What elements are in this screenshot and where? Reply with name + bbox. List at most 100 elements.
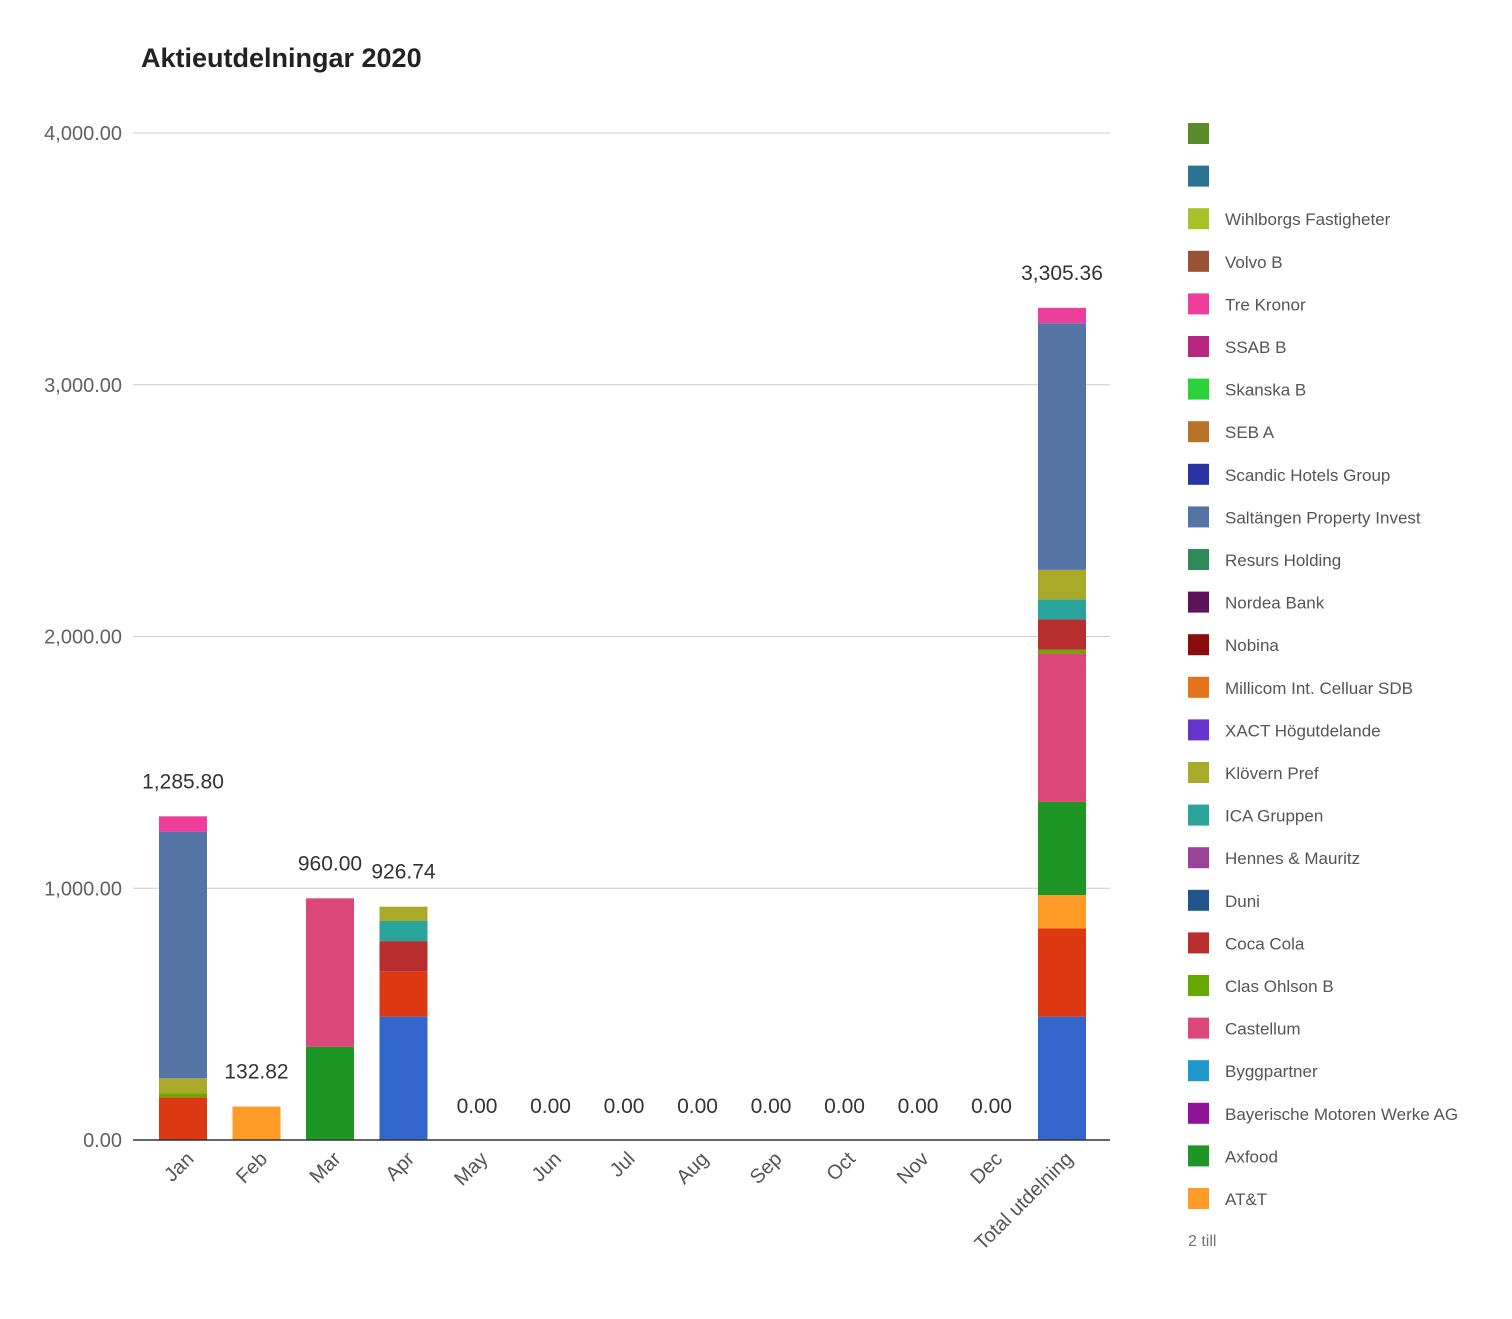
y-tick-label: 0.00 <box>83 1130 122 1152</box>
legend-label: Wihlborgs Fastigheter <box>1225 210 1391 229</box>
legend-item[interactable]: Nobina <box>1188 634 1279 656</box>
legend-item[interactable]: Skanska B <box>1188 378 1306 400</box>
legend-item[interactable]: Resurs Holding <box>1188 549 1341 570</box>
x-tick-label: Oct <box>822 1148 860 1186</box>
bar-segment[interactable] <box>379 920 428 942</box>
bar-total-label: 0.00 <box>604 1095 645 1118</box>
bar-total-label: 0.00 <box>898 1095 939 1118</box>
bar-segment[interactable] <box>379 1016 428 1140</box>
bar-segment[interactable] <box>159 1097 207 1140</box>
bar-segment[interactable] <box>159 1093 207 1098</box>
legend-label: Hennes & Mauritz <box>1225 849 1360 868</box>
bar-total-label: 1,285.80 <box>142 770 224 793</box>
legend-label: Skanska B <box>1225 381 1306 400</box>
legend-label: Castellum <box>1225 1020 1301 1039</box>
legend-swatch <box>1188 123 1209 144</box>
legend-item[interactable]: Tre Kronor <box>1188 293 1306 315</box>
x-tick-label: Nov <box>893 1148 934 1189</box>
legend-item[interactable] <box>1188 165 1209 187</box>
legend-item[interactable] <box>1188 123 1209 144</box>
bar-segment[interactable] <box>379 971 428 1017</box>
x-tick-label: May <box>450 1148 492 1190</box>
x-tick-label: Jun <box>528 1148 566 1186</box>
legend-item[interactable]: Hennes & Mauritz <box>1188 847 1360 869</box>
legend-swatch <box>1188 165 1209 187</box>
bar-segment[interactable] <box>1038 599 1086 620</box>
bar-segment[interactable] <box>1038 569 1086 600</box>
bar-segment[interactable] <box>1038 895 1086 929</box>
legend-item[interactable]: Nordea Bank <box>1188 591 1325 613</box>
legend-swatch <box>1188 676 1209 698</box>
bar-total-label: 0.00 <box>971 1095 1012 1118</box>
legend-swatch <box>1188 1188 1209 1209</box>
bar-segment[interactable] <box>159 1078 207 1094</box>
legend-item[interactable]: Clas Ohlson B <box>1188 975 1334 996</box>
legend-item[interactable]: Klövern Pref <box>1188 762 1319 783</box>
legend-label: Coca Cola <box>1225 934 1305 953</box>
x-tick-label: Sep <box>746 1148 787 1189</box>
legend-item[interactable]: Byggpartner <box>1188 1060 1318 1082</box>
legend-item[interactable]: Scandic Hotels Group <box>1188 463 1390 485</box>
bar-segment[interactable] <box>1038 928 1086 1017</box>
legend-item[interactable]: Saltängen Property Invest <box>1188 506 1421 528</box>
legend-item[interactable]: XACT Högutdelande <box>1188 719 1381 741</box>
bar-segment[interactable] <box>159 831 207 1079</box>
x-tick-label: Jul <box>606 1148 640 1182</box>
legend-item[interactable]: Millicom Int. Celluar SDB <box>1188 676 1413 698</box>
bar-segment[interactable] <box>1038 323 1086 570</box>
bar-segment[interactable] <box>1038 619 1086 650</box>
legend-item[interactable]: Volvo B <box>1188 250 1283 272</box>
legend-swatch <box>1188 1060 1209 1082</box>
x-tick-label: Apr <box>381 1148 419 1186</box>
legend-item[interactable]: Duni <box>1188 889 1260 911</box>
bar-total-label: 926.74 <box>371 861 436 884</box>
legend-swatch <box>1188 1102 1209 1124</box>
bar-total-labels: 1,285.80 132.82 960.00 926.74 0.00 0.00 0.00 0.… <box>142 262 1103 1118</box>
bar-segment[interactable] <box>379 941 428 972</box>
legend-item[interactable]: ICA Gruppen <box>1188 804 1323 826</box>
grid-lines <box>133 132 1110 889</box>
x-tick-label: Dec <box>966 1148 1007 1189</box>
legend-label: ICA Gruppen <box>1225 807 1323 826</box>
legend-label: Nobina <box>1225 636 1279 655</box>
bar-total-label: 0.00 <box>457 1095 498 1118</box>
bar-segment[interactable] <box>1038 653 1086 802</box>
legend-swatch <box>1188 719 1209 741</box>
bar-segment[interactable] <box>1038 307 1086 324</box>
legend-item[interactable]: AT&T <box>1188 1188 1267 1209</box>
bar-total-label: 960.00 <box>298 852 362 875</box>
legend-item[interactable]: Bayerische Motoren Werke AG <box>1188 1102 1458 1124</box>
legend-more-text[interactable]: 2 till <box>1188 1233 1216 1250</box>
legend-label: Klövern Pref <box>1225 764 1319 783</box>
bar-segment[interactable] <box>379 906 428 921</box>
legend-swatch <box>1188 336 1209 357</box>
bar-total-label: 0.00 <box>530 1095 571 1118</box>
legend-item[interactable]: Axfood <box>1188 1145 1278 1167</box>
legend-item[interactable]: Castellum <box>1188 1017 1301 1039</box>
bar-segment[interactable] <box>1038 801 1086 896</box>
bar-segment[interactable] <box>306 1046 354 1140</box>
legend-swatch <box>1188 1017 1209 1039</box>
legend-item[interactable]: Wihlborgs Fastigheter <box>1188 208 1391 230</box>
legend-item[interactable]: Coca Cola <box>1188 932 1305 954</box>
bar-segment[interactable] <box>306 898 354 1047</box>
y-axis-ticks: 0.00 1,000.00 2,000.00 3,000.00 4,000.00 <box>44 123 122 1152</box>
legend-label: Millicom Int. Celluar SDB <box>1225 679 1413 698</box>
legend-swatch <box>1188 762 1209 783</box>
legend-swatch <box>1188 634 1209 656</box>
legend-item[interactable]: SSAB B <box>1188 336 1286 357</box>
bar-segment[interactable] <box>1038 649 1086 654</box>
legend-swatch <box>1188 549 1209 570</box>
bar-segment[interactable] <box>232 1106 281 1140</box>
y-tick-label: 1,000.00 <box>44 878 122 900</box>
legend-item[interactable]: SEB A <box>1188 421 1275 443</box>
bar-segment[interactable] <box>1038 1016 1086 1140</box>
legend-swatch <box>1188 378 1209 400</box>
x-tick-label: Feb <box>232 1148 272 1188</box>
x-axis-labels: Jan Feb Mar Apr May Jun Jul Aug Sep Oct Nov DecTota… <box>160 1148 1077 1255</box>
bar-segment[interactable] <box>159 816 207 832</box>
legend-swatch <box>1188 975 1209 996</box>
legend-label: AT&T <box>1225 1190 1267 1209</box>
bar-total-label: 0.00 <box>751 1095 792 1118</box>
